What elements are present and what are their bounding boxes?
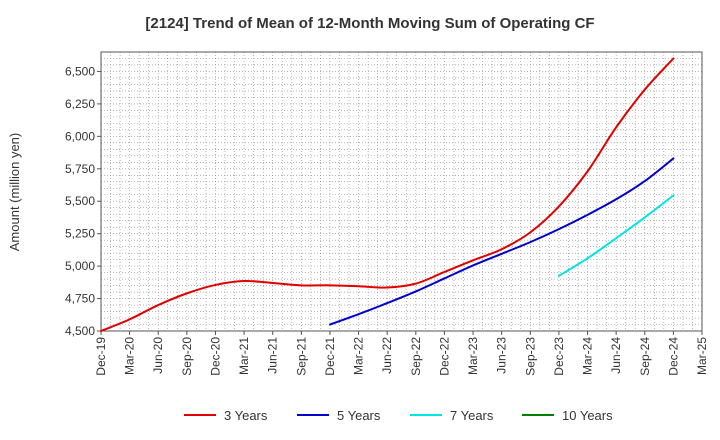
x-tick-label: Jun-23 [495,337,509,374]
legend-label-7-years: 7 Years [450,408,494,423]
grid [101,52,702,331]
y-tick-label: 5,500 [65,194,95,208]
x-tick-label: Mar-25 [695,337,709,375]
x-tick-label: Jun-22 [380,337,394,374]
x-tick-label: Sep-22 [409,337,423,376]
x-tick-label: Dec-20 [208,337,222,376]
chart-title: [2124] Trend of Mean of 12-Month Moving … [145,15,594,32]
x-tick-label: Jun-21 [266,337,280,374]
x-tick-label: Jun-24 [609,337,623,374]
x-tick-label: Dec-19 [94,337,108,376]
y-tick-label: 5,750 [65,162,95,176]
series-lines [100,57,675,332]
legend-label-5-years: 5 Years [337,408,381,423]
y-tick-label: 4,500 [65,324,95,338]
y-tick-label: 5,000 [65,259,95,273]
x-tick-label: Sep-24 [638,337,652,376]
legend: 3 Years 5 Years 7 Years 10 Years [184,408,613,423]
y-tick-label: 4,750 [65,292,95,306]
plot-frame [100,51,703,332]
x-tick-label: Dec-23 [552,337,566,376]
x-tick-label: Mar-23 [466,337,480,375]
y-axis-label: Amount (million yen) [7,133,22,252]
x-tick-label: Dec-21 [323,337,337,376]
x-tick-label: Sep-23 [523,337,537,376]
x-tick-label: Mar-22 [352,337,366,375]
x-tick-label: Sep-20 [180,337,194,376]
y-tick-label: 6,500 [65,64,95,78]
x-tick-label: Mar-20 [123,337,137,375]
y-axis: 4,500 4,750 5,000 5,250 5,500 5,750 6,000 6,250… [65,64,101,338]
y-tick-label: 5,250 [65,227,95,241]
x-tick-label: Mar-24 [581,337,595,375]
y-tick-label: 6,000 [65,129,95,143]
legend-label-10-years: 10 Years [562,408,613,423]
legend-label-3-years: 3 Years [224,408,268,423]
y-tick-label: 6,250 [65,97,95,111]
x-tick-label: Dec-22 [437,337,451,376]
x-tick-label: Mar-21 [237,337,251,375]
x-tick-label: Jun-20 [151,337,165,374]
x-tick-label: Dec-24 [666,337,680,376]
x-tick-label: Sep-21 [294,337,308,376]
x-axis: Dec-19 Mar-20 Jun-20 Sep-20 Dec-20 Mar-21 Jun-… [94,331,709,376]
